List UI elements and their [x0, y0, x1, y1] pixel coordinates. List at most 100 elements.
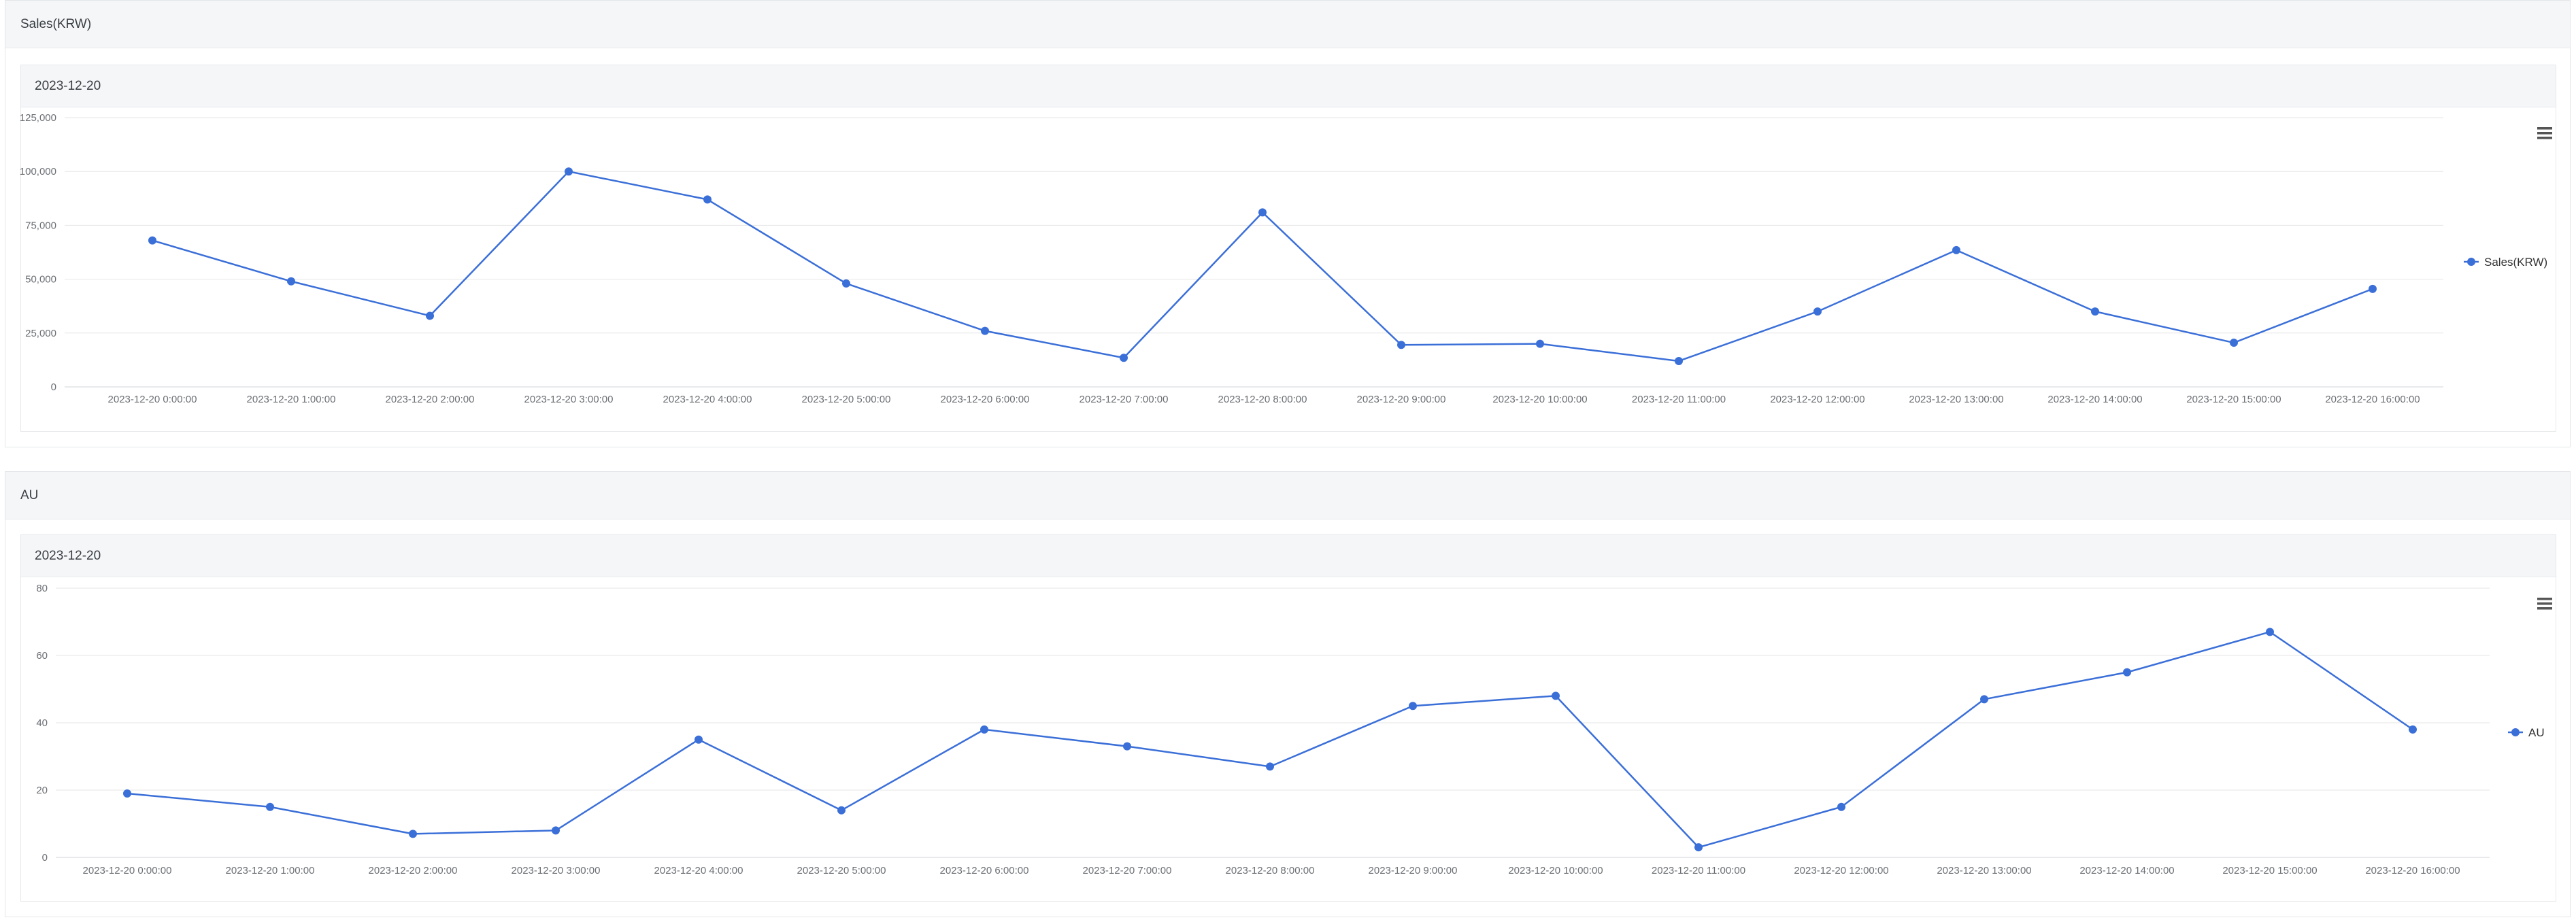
data-point — [1813, 307, 1822, 316]
legend-marker — [2467, 258, 2475, 266]
x-tick-label: 2023-12-20 10:00:00 — [1492, 394, 1587, 405]
x-tick-label: 2023-12-20 2:00:00 — [386, 394, 475, 405]
legend-marker — [2511, 728, 2520, 736]
y-tick-label: 80 — [36, 583, 48, 594]
data-point — [266, 802, 274, 811]
data-point — [1552, 692, 1560, 700]
data-point — [565, 167, 573, 176]
x-tick-label: 2023-12-20 4:00:00 — [654, 865, 743, 876]
au-chart-card: 2023-12-20 — [20, 534, 2556, 902]
x-tick-label: 2023-12-20 12:00:00 — [1794, 865, 1888, 876]
x-tick-label: 2023-12-20 13:00:00 — [1909, 394, 2003, 405]
sales-chart-card: 2023-12-20 — [20, 65, 2556, 432]
data-point — [148, 236, 156, 245]
y-tick-label: 0 — [51, 381, 56, 393]
y-tick-label: 20 — [36, 785, 48, 796]
legend-label: AU — [2528, 726, 2545, 739]
y-tick-label: 100,000 — [20, 166, 56, 177]
data-point — [695, 735, 703, 744]
x-tick-label: 2023-12-20 15:00:00 — [2222, 865, 2317, 876]
au-panel: AU 2023-12-20 — [5, 471, 2571, 917]
x-tick-label: 2023-12-20 6:00:00 — [941, 394, 1030, 405]
y-tick-label: 40 — [36, 717, 48, 729]
x-tick-label: 2023-12-20 8:00:00 — [1226, 865, 1315, 876]
x-tick-label: 2023-12-20 5:00:00 — [797, 865, 886, 876]
x-tick-label: 2023-12-20 0:00:00 — [108, 394, 197, 405]
data-point — [981, 326, 989, 335]
panel-title: AU — [5, 472, 2570, 519]
data-point — [287, 277, 295, 286]
data-point — [2266, 628, 2274, 636]
data-point — [2409, 725, 2417, 734]
x-tick-label: 2023-12-20 11:00:00 — [1652, 865, 1745, 876]
data-point — [1397, 341, 1405, 349]
panel-title-text: AU — [20, 488, 39, 502]
y-tick-label: 50,000 — [25, 274, 56, 286]
data-point — [2230, 339, 2238, 347]
panel-title: Sales(KRW) — [5, 1, 2570, 48]
x-tick-label: 2023-12-20 6:00:00 — [940, 865, 1029, 876]
y-tick-label: 25,000 — [25, 328, 56, 339]
x-tick-label: 2023-12-20 5:00:00 — [802, 394, 891, 405]
x-tick-label: 2023-12-20 3:00:00 — [512, 865, 601, 876]
data-point — [1258, 208, 1267, 217]
data-point — [842, 279, 850, 288]
y-tick-label: 60 — [36, 650, 48, 662]
card-title-text: 2023-12-20 — [35, 78, 101, 93]
data-point — [2123, 668, 2131, 677]
data-point — [703, 195, 712, 204]
x-tick-label: 2023-12-20 15:00:00 — [2186, 394, 2281, 405]
hamburger-menu-icon[interactable] — [2537, 598, 2552, 610]
x-tick-label: 2023-12-20 2:00:00 — [369, 865, 458, 876]
data-point — [1123, 742, 1131, 751]
x-tick-label: 2023-12-20 7:00:00 — [1080, 394, 1169, 405]
x-tick-label: 2023-12-20 9:00:00 — [1369, 865, 1458, 876]
hamburger-menu-icon[interactable] — [2537, 127, 2552, 139]
x-tick-label: 2023-12-20 16:00:00 — [2365, 865, 2460, 876]
card-title-text: 2023-12-20 — [35, 548, 101, 563]
legend-label: Sales(KRW) — [2484, 256, 2547, 269]
x-tick-label: 2023-12-20 11:00:00 — [1632, 394, 1726, 405]
data-point — [1980, 695, 1988, 704]
data-point — [1266, 762, 1274, 771]
data-point — [426, 311, 434, 320]
x-tick-label: 2023-12-20 7:00:00 — [1083, 865, 1172, 876]
x-tick-label: 2023-12-20 8:00:00 — [1218, 394, 1307, 405]
x-tick-label: 2023-12-20 12:00:00 — [1770, 394, 1864, 405]
x-tick-label: 2023-12-20 14:00:00 — [2047, 394, 2142, 405]
data-point — [123, 789, 131, 798]
data-point — [552, 826, 560, 835]
y-tick-label: 125,000 — [20, 112, 56, 124]
data-point — [1536, 339, 1544, 348]
x-tick-label: 2023-12-20 1:00:00 — [247, 394, 336, 405]
x-tick-label: 2023-12-20 0:00:00 — [83, 865, 172, 876]
card-title: 2023-12-20 — [21, 535, 2556, 577]
data-point — [2091, 307, 2099, 316]
panel-title-text: Sales(KRW) — [20, 16, 92, 31]
data-point — [1675, 356, 1683, 365]
series-line — [127, 631, 2413, 849]
sales-panel: Sales(KRW) 2023-12-20 — [5, 0, 2571, 447]
y-tick-label: 75,000 — [25, 220, 56, 231]
data-point — [980, 725, 988, 734]
x-tick-label: 2023-12-20 1:00:00 — [226, 865, 315, 876]
y-tick-label: 0 — [42, 852, 48, 864]
data-point — [409, 830, 417, 838]
data-point — [1694, 843, 1703, 852]
x-tick-label: 2023-12-20 13:00:00 — [1937, 865, 2031, 876]
x-tick-label: 2023-12-20 4:00:00 — [663, 394, 752, 405]
card-title: 2023-12-20 — [21, 65, 2556, 107]
data-point — [1952, 245, 1960, 254]
x-tick-label: 2023-12-20 16:00:00 — [2325, 394, 2420, 405]
data-point — [1409, 702, 1417, 711]
data-point — [837, 806, 846, 815]
x-tick-label: 2023-12-20 9:00:00 — [1357, 394, 1446, 405]
data-point — [1120, 354, 1128, 362]
x-tick-label: 2023-12-20 3:00:00 — [524, 394, 614, 405]
x-tick-label: 2023-12-20 14:00:00 — [2079, 865, 2174, 876]
data-point — [1837, 802, 1845, 811]
data-point — [2369, 284, 2377, 293]
x-tick-label: 2023-12-20 10:00:00 — [1508, 865, 1603, 876]
